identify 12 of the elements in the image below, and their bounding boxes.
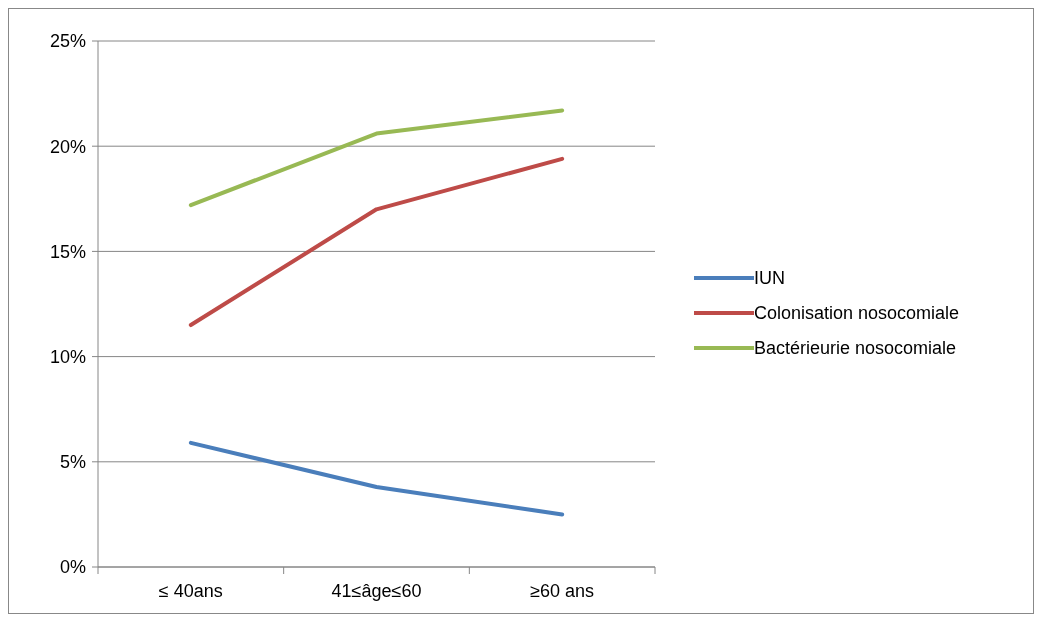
y-tick-label: 5% <box>59 452 86 473</box>
x-tick-label: ≤ 40ans <box>158 581 223 601</box>
y-tick-label: 0% <box>59 557 86 578</box>
x-tick-label: ≥60 ans <box>530 581 595 601</box>
y-tick-label: 20% <box>49 136 86 157</box>
x-tick-label: 41≤âge≤60 <box>331 581 422 601</box>
y-tick-label: 15% <box>49 241 86 262</box>
legend-label: Bactérieurie nosocomiale <box>754 338 957 359</box>
legend-label: IUN <box>754 268 785 289</box>
y-tick-label: 25% <box>49 31 86 52</box>
legend-label: Colonisation nosocomiale <box>754 303 960 324</box>
y-tick-label: 10% <box>49 346 86 367</box>
